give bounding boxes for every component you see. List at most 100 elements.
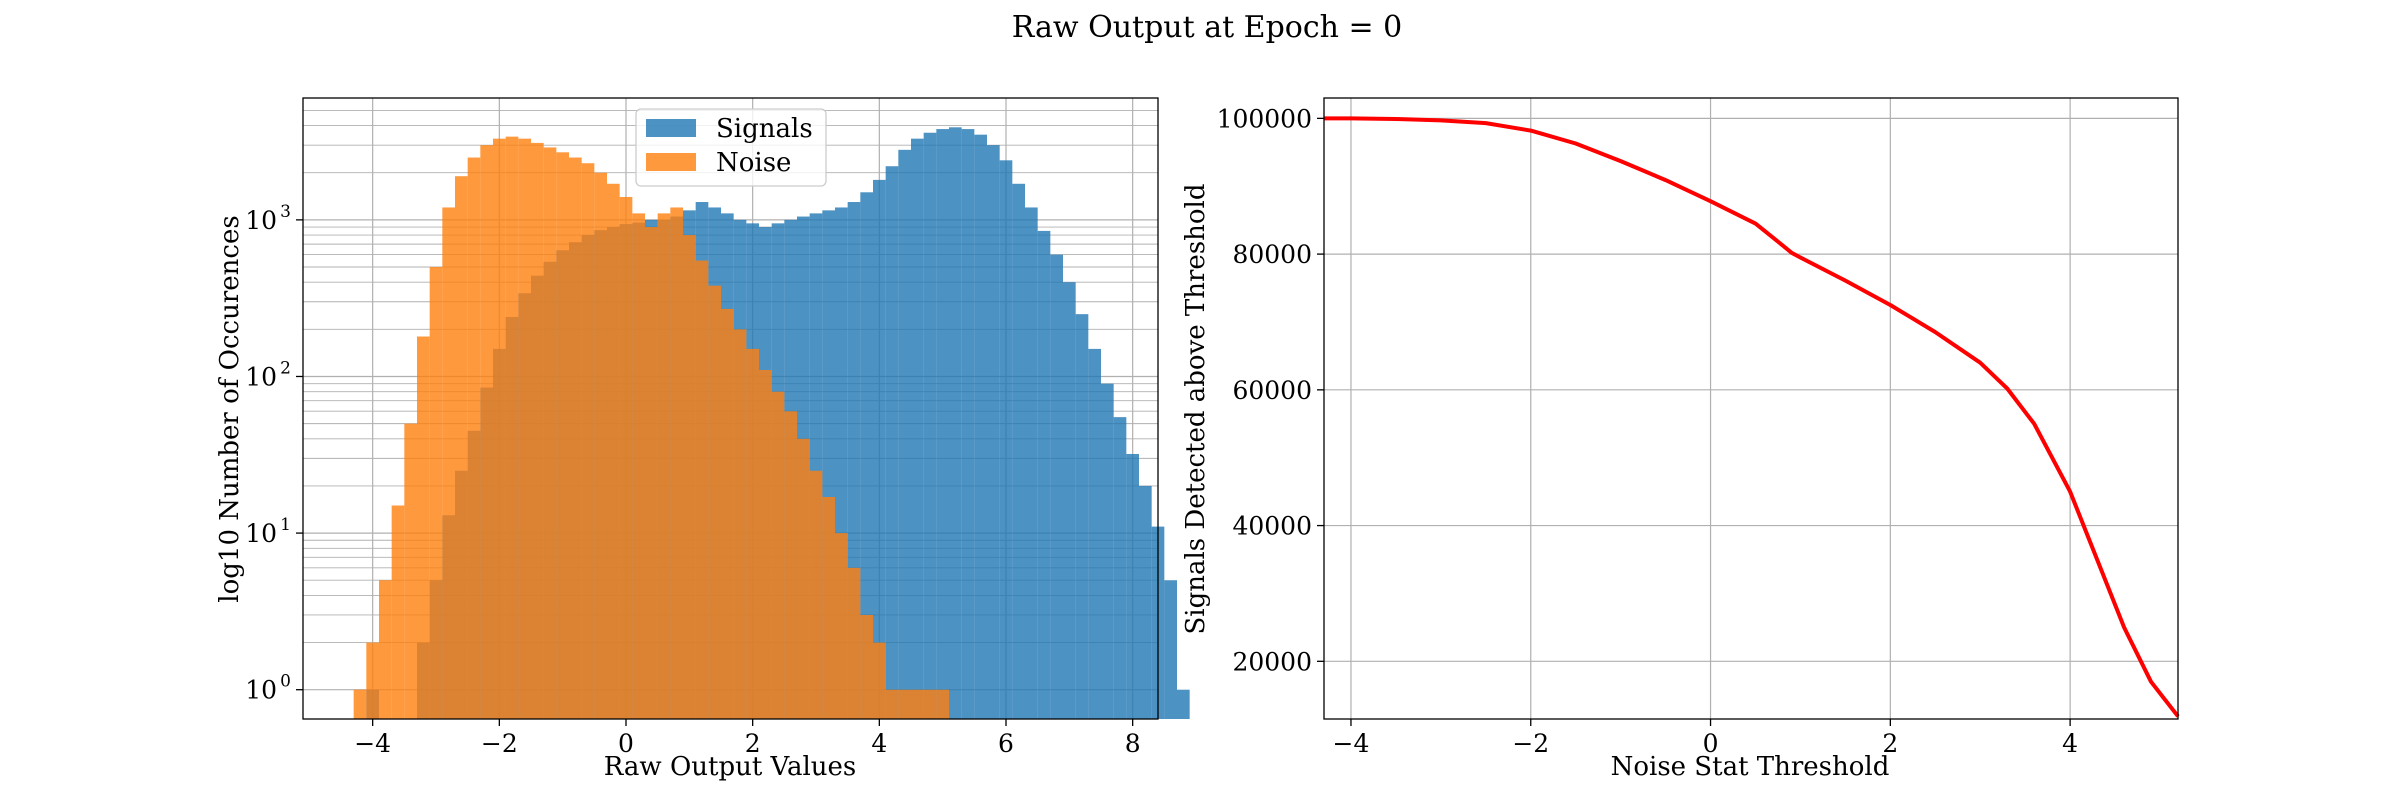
curve-axes-frame — [1323, 97, 2179, 720]
histogram-x-ticks: −4 −2 0 2 4 6 8 — [354, 719, 1141, 758]
noise-bar — [632, 213, 645, 719]
signals-detected-line — [1324, 116, 2180, 718]
signals-bar — [1164, 580, 1177, 719]
signals-bar — [949, 127, 962, 720]
signals-bar — [936, 129, 949, 720]
noise-bar — [759, 369, 772, 719]
signals-bar — [873, 179, 886, 720]
legend-swatch-noise — [646, 153, 696, 171]
signals-bar — [1088, 348, 1101, 719]
y-tick-label: 10 — [245, 676, 277, 705]
y-tick-label: 20000 — [1232, 647, 1312, 676]
noise-bar — [898, 689, 911, 719]
signals-bar — [1012, 183, 1025, 719]
noise-bar — [442, 207, 455, 719]
signals-bar — [1075, 314, 1089, 719]
curve-y-ticks: 20000 40000 60000 80000 100000 — [1217, 104, 1324, 676]
signals-bar — [860, 192, 873, 719]
signals-bar — [898, 149, 911, 720]
signals-bar — [1139, 485, 1152, 719]
signals-bar — [885, 166, 899, 720]
curve-x-axis-label: Noise Stat Threshold — [1611, 752, 1890, 782]
noise-bar — [835, 533, 848, 719]
noise-bar — [594, 172, 607, 719]
noise-bar — [493, 138, 506, 720]
x-tick-label: 0 — [618, 729, 634, 758]
noise-bar — [771, 391, 785, 719]
y-tick-exponent: 0 — [280, 672, 291, 692]
x-tick-label: 4 — [2062, 729, 2078, 758]
signals-bar — [961, 129, 975, 720]
noise-bar — [746, 348, 759, 719]
histogram-x-axis-label: Raw Output Values — [604, 752, 856, 782]
noise-bar — [721, 308, 734, 719]
noise-bar — [366, 642, 379, 719]
noise-bar — [683, 235, 696, 719]
noise-bar — [923, 689, 937, 719]
noise-bar — [379, 580, 392, 719]
signals-bar — [1177, 689, 1190, 719]
y-tick-label: 10 — [245, 519, 277, 548]
noise-bar — [936, 689, 949, 719]
signals-bar — [1050, 254, 1063, 720]
x-tick-label: 8 — [1125, 729, 1141, 758]
x-tick-label: −2 — [481, 729, 518, 758]
legend-label-noise: Noise — [716, 148, 791, 178]
noise-bar — [607, 183, 620, 719]
histogram-axes-frame — [302, 97, 1159, 720]
noise-bar — [695, 260, 709, 719]
noise-bar — [391, 505, 405, 719]
x-tick-label: 2 — [1882, 729, 1898, 758]
noise-bar — [480, 145, 493, 719]
noise-bar — [645, 227, 658, 719]
noise-bar — [784, 411, 797, 719]
signals-bar — [1025, 207, 1038, 719]
noise-bar — [873, 642, 886, 719]
series-noise — [353, 136, 949, 720]
noise-bar — [531, 142, 544, 719]
noise-bar — [518, 138, 531, 720]
noise-bar — [569, 157, 582, 719]
noise-bar — [911, 689, 924, 719]
y-tick-label: 40000 — [1232, 512, 1312, 541]
noise-bar — [822, 496, 835, 719]
noise-bar — [556, 152, 569, 720]
signals-bar — [1037, 230, 1051, 720]
noise-bar — [455, 176, 468, 719]
y-tick-exponent: 3 — [280, 202, 291, 222]
noise-bar — [670, 207, 683, 719]
noise-bar — [860, 614, 873, 719]
histogram-bars — [353, 127, 1190, 720]
noise-bar — [543, 147, 557, 719]
signals-bar — [974, 134, 987, 719]
signals-bar — [1063, 282, 1076, 719]
legend-swatch-signals — [646, 119, 696, 137]
noise-bar — [809, 470, 823, 719]
x-tick-label: 2 — [745, 729, 761, 758]
y-tick-label: 10 — [245, 206, 277, 235]
noise-bar — [619, 196, 633, 719]
x-tick-label: 0 — [1703, 729, 1719, 758]
y-tick-label: 10 — [245, 362, 277, 391]
y-tick-label: 60000 — [1232, 376, 1312, 405]
signals-bar — [923, 132, 937, 719]
signals-bar — [999, 160, 1013, 720]
noise-bar — [657, 213, 671, 719]
noise-bar — [429, 267, 443, 719]
histogram-legend: Signals Noise — [635, 108, 827, 187]
legend-label-signals: Signals — [716, 114, 813, 144]
noise-bar — [733, 329, 747, 719]
noise-bar — [353, 689, 367, 719]
x-tick-label: −4 — [354, 729, 391, 758]
signals-bar — [1101, 383, 1114, 719]
x-tick-label: 4 — [871, 729, 887, 758]
signals-bar — [1113, 417, 1127, 719]
noise-bar — [797, 438, 810, 719]
curve-x-ticks: −4 −2 0 2 4 — [1333, 719, 2078, 758]
y-tick-label: 80000 — [1232, 240, 1312, 269]
x-tick-label: −2 — [1512, 729, 1549, 758]
signals-bar — [1126, 453, 1139, 719]
curve-gridlines — [1324, 98, 2178, 719]
